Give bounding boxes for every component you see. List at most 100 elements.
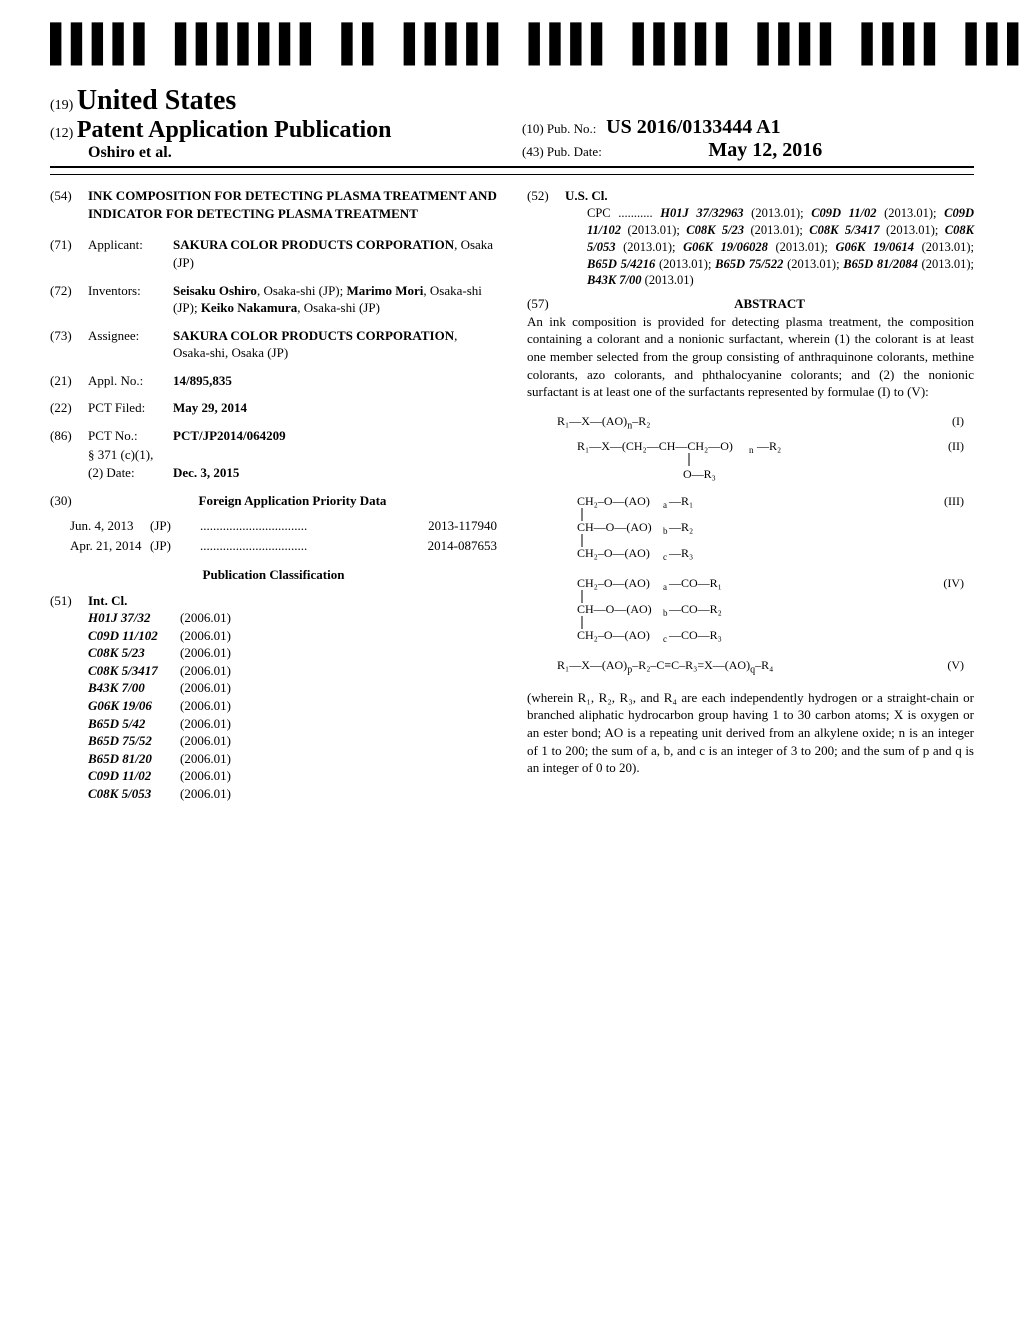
priority-row: Jun. 4, 2013 (JP) ......................… xyxy=(50,517,497,535)
foreign-hdr: Foreign Application Priority Data xyxy=(88,492,497,510)
priority-date: Apr. 21, 2014 xyxy=(50,537,150,555)
assignee-label: Assignee: xyxy=(88,327,173,362)
svg-text:CH₂–O—(AO): CH₂–O—(AO) xyxy=(577,494,650,508)
int-cl-year: (2006.01) xyxy=(180,627,231,645)
applicant-name: SAKURA COLOR PRODUCTS CORPORATION xyxy=(173,237,454,252)
s371-date-label: (2) Date: xyxy=(88,464,173,482)
int-cl-code: G06K 19/06 xyxy=(50,697,180,715)
priority-num: 2014-087653 xyxy=(424,537,497,555)
svg-text:—R₁: —R₁ xyxy=(668,494,693,508)
int-cl-year: (2006.01) xyxy=(180,644,231,662)
header-rule xyxy=(50,174,974,175)
int-cl-row: C08K 5/053 (2006.01) xyxy=(50,785,497,803)
priority-date: Jun. 4, 2013 xyxy=(50,517,150,535)
abstract-hdr: ABSTRACT xyxy=(565,295,974,313)
pub-class-hdr: Publication Classification xyxy=(50,566,497,584)
int-cl-year: (2006.01) xyxy=(180,609,231,627)
pub-no-line: (10) Pub. No.: US 2016/0133444 A1 xyxy=(522,116,974,139)
svg-text:O—R₃: O—R₃ xyxy=(683,467,716,481)
svg-text:b: b xyxy=(663,526,668,536)
foreign-num: (30) xyxy=(50,492,88,510)
foreign-hdr-row: (30) Foreign Application Priority Data xyxy=(50,492,497,510)
int-cl-list: H01J 37/32 (2006.01)C09D 11/102 (2006.01… xyxy=(50,609,497,802)
barcode-area: ▌▌▌▌▌ ▌▌▌▌▌▌▌ ▌▌ ▌▌▌▌▌ ▌▌▌▌ ▌▌▌▌▌ ▌▌▌▌ ▌… xyxy=(50,30,974,77)
int-cl-row: C09D 11/102 (2006.01) xyxy=(50,627,497,645)
int-cl-row: C08K 5/23 (2006.01) xyxy=(50,644,497,662)
s371-date: Dec. 3, 2015 xyxy=(173,464,497,482)
right-column: (52) U.S. Cl. CPC ........... H01J 37/32… xyxy=(527,187,974,802)
abstract-body: An ink composition is provided for detec… xyxy=(527,313,974,401)
appl-no: 14/895,835 xyxy=(173,372,497,390)
pct-filed: May 29, 2014 xyxy=(173,399,497,417)
formula-2: (II) R₁—X—(CH₂—CH—CH₂—O) n —R₂ O—R₃ xyxy=(527,438,974,486)
country-num: (19) xyxy=(50,98,73,113)
pub-no-label: Pub. No.: xyxy=(547,121,596,136)
formula-4-num: (IV) xyxy=(943,575,964,591)
title-num: (54) xyxy=(50,187,88,222)
title-block: (54) INK COMPOSITION FOR DETECTING PLASM… xyxy=(50,187,497,222)
formula-3-svg: CH₂–O—(AO) a —R₁ CH—O—(AO) b —R₂ CH₂–O—(… xyxy=(577,493,777,565)
priority-list: Jun. 4, 2013 (JP) ......................… xyxy=(50,517,497,554)
int-cl-year: (2006.01) xyxy=(180,679,231,697)
svg-text:a: a xyxy=(663,582,667,592)
int-cl-year: (2006.01) xyxy=(180,785,231,803)
pub-date: May 12, 2016 xyxy=(708,139,822,161)
country-line: (19) United States xyxy=(50,85,502,117)
us-cl-label: U.S. Cl. xyxy=(565,187,608,205)
int-cl-code: B65D 75/52 xyxy=(50,732,180,750)
int-cl-code: B43K 7/00 xyxy=(50,679,180,697)
header-row: (19) United States (12) Patent Applicati… xyxy=(50,85,974,168)
int-cl-row: B65D 5/42 (2006.01) xyxy=(50,715,497,733)
svg-text:—R₃: —R₃ xyxy=(668,546,693,560)
formula-1-num: (I) xyxy=(952,413,964,429)
int-cl-row: H01J 37/32 (2006.01) xyxy=(50,609,497,627)
int-cl-year: (2006.01) xyxy=(180,697,231,715)
int-cl-year: (2006.01) xyxy=(180,732,231,750)
authors-line: Oshiro et al. xyxy=(50,144,502,162)
wherein-para: (wherein R₁, R₂, R₃, and R₄ are each ind… xyxy=(527,689,974,777)
priority-ctry: (JP) xyxy=(150,537,200,555)
svg-text:—CO—R₃: —CO—R₃ xyxy=(668,628,722,642)
formula-1: (I) R₁—X—(AO)n–R₂ xyxy=(527,413,974,433)
int-cl-row: C09D 11/02 (2006.01) xyxy=(50,767,497,785)
pub-date-line: (43) Pub. Date: May 12, 2016 xyxy=(522,139,974,162)
svg-text:a: a xyxy=(663,500,667,510)
barcode-bars: ▌▌▌▌▌ ▌▌▌▌▌▌▌ ▌▌ ▌▌▌▌▌ ▌▌▌▌ ▌▌▌▌▌ ▌▌▌▌ ▌… xyxy=(50,30,1024,60)
int-cl-row: G06K 19/06 (2006.01) xyxy=(50,697,497,715)
inventors-label: Inventors: xyxy=(88,282,173,317)
int-cl-code: C08K 5/23 xyxy=(50,644,180,662)
left-column: (54) INK COMPOSITION FOR DETECTING PLASM… xyxy=(50,187,497,802)
int-cl-year: (2006.01) xyxy=(180,715,231,733)
us-cl-num: (52) xyxy=(527,187,565,205)
pct-no-row: (86) PCT No.: PCT/JP2014/064209 xyxy=(50,427,497,445)
pub-date-num: (43) xyxy=(522,144,544,159)
int-cl-code: C08K 5/053 xyxy=(50,785,180,803)
assignee-name: SAKURA COLOR PRODUCTS CORPORATION xyxy=(173,328,454,343)
applicant-label: Applicant: xyxy=(88,236,173,271)
country: United States xyxy=(77,85,236,116)
applicant-val: SAKURA COLOR PRODUCTS CORPORATION, Osaka… xyxy=(173,236,497,271)
applicant-row: (71) Applicant: SAKURA COLOR PRODUCTS CO… xyxy=(50,236,497,271)
svg-text:CH—O—(AO): CH—O—(AO) xyxy=(577,602,652,616)
int-cl-row: B43K 7/00 (2006.01) xyxy=(50,679,497,697)
priority-dots: ................................. xyxy=(200,537,424,555)
svg-text:c: c xyxy=(663,634,667,644)
int-cl-code: B65D 81/20 xyxy=(50,750,180,768)
abstract-hdr-row: (57) ABSTRACT xyxy=(527,295,974,313)
int-cl-num: (51) xyxy=(50,592,88,610)
doc-type-num: (12) xyxy=(50,126,73,141)
formula-3: (III) CH₂–O—(AO) a —R₁ CH—O—(AO) b —R₂ C… xyxy=(527,493,974,569)
formula-4-svg: CH₂–O—(AO) a —CO—R₁ CH—O—(AO) b —CO—R₂ C… xyxy=(577,575,807,647)
int-cl-code: C09D 11/102 xyxy=(50,627,180,645)
pct-filed-row: (22) PCT Filed: May 29, 2014 xyxy=(50,399,497,417)
int-cl-code: B65D 5/42 xyxy=(50,715,180,733)
assignee-val: SAKURA COLOR PRODUCTS CORPORATION, Osaka… xyxy=(173,327,497,362)
formula-5-num: (V) xyxy=(947,657,964,673)
header-left: (19) United States (12) Patent Applicati… xyxy=(50,85,502,162)
int-cl-code: C09D 11/02 xyxy=(50,767,180,785)
inventors-val: Seisaku Oshiro, Osaka-shi (JP); Marimo M… xyxy=(173,282,497,317)
us-cl-row: (52) U.S. Cl. xyxy=(527,187,974,205)
svg-text:n: n xyxy=(749,445,754,455)
inventors-row: (72) Inventors: Seisaku Oshiro, Osaka-sh… xyxy=(50,282,497,317)
int-cl-year: (2006.01) xyxy=(180,767,231,785)
